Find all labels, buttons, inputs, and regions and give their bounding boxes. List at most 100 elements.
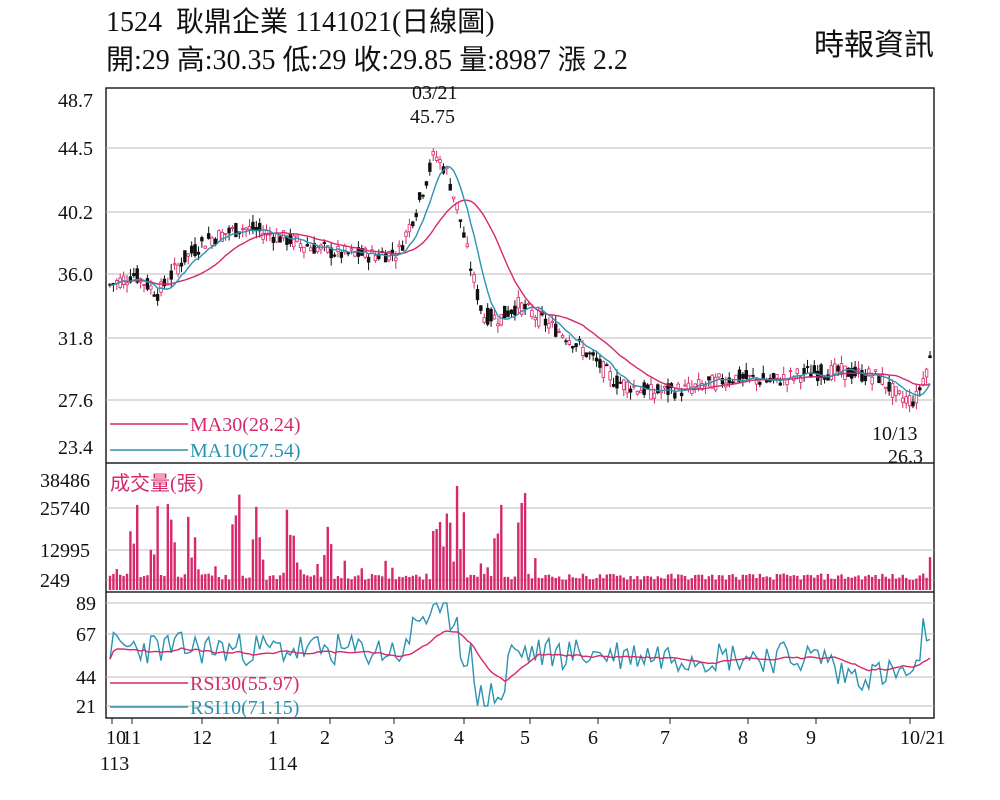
volume-bar (384, 560, 387, 590)
candle-body (149, 285, 153, 290)
candle-body (278, 236, 282, 243)
volume-bar (632, 579, 636, 590)
volume-bar (333, 578, 336, 590)
candle-body (251, 221, 255, 232)
volume-bar (915, 578, 918, 590)
candle-body (547, 323, 551, 329)
candle-body (928, 355, 932, 359)
volume-bar (408, 577, 411, 590)
volume-bar (670, 573, 673, 590)
candle-body (887, 381, 891, 392)
candle-body (894, 386, 898, 396)
volume-bar (704, 579, 707, 590)
candle-body (696, 379, 701, 389)
candle-body (172, 263, 177, 266)
volume-bar (751, 574, 755, 590)
volume-bar (728, 575, 731, 590)
candle-body (421, 194, 425, 197)
volume-bar (904, 577, 908, 590)
volume-bar (401, 577, 404, 590)
candle-body (332, 254, 337, 257)
candle-body (836, 365, 840, 372)
x-tick-label: 6 (588, 727, 598, 749)
candle-body (611, 384, 616, 387)
volume-bar (380, 576, 384, 590)
candle-body (373, 255, 378, 261)
candle-body (700, 383, 704, 391)
candle-body (169, 270, 173, 280)
volume-bar (717, 575, 721, 590)
volume-bar (261, 559, 265, 590)
volume-bar (241, 575, 244, 590)
year-label: 114 (268, 753, 297, 775)
volume-tick-label: 12995 (40, 540, 90, 562)
candle-body (203, 245, 207, 249)
legend-label: RSI30(55.97) (190, 673, 299, 695)
volume-bar (214, 566, 217, 590)
x-tick-label: 8 (738, 727, 748, 749)
candle-body (489, 308, 493, 322)
volume-bar (251, 539, 255, 590)
volume-bar (734, 576, 738, 590)
candle-body (428, 162, 432, 172)
price-tick-label: 40.2 (58, 202, 93, 224)
volume-bar (724, 579, 728, 590)
volume-bar (139, 577, 142, 590)
volume-bar (857, 575, 860, 590)
candle-body (802, 368, 806, 375)
volume-bar (142, 576, 146, 590)
rsi30-line (109, 630, 931, 683)
candle-body (247, 226, 252, 230)
volume-bar (503, 576, 506, 590)
volume-bar (268, 575, 272, 590)
volume-bar (217, 577, 221, 590)
candle-body (394, 257, 398, 262)
candle-body (799, 376, 803, 383)
candle-body (775, 374, 779, 379)
candle-body (645, 384, 650, 389)
volume-bar (571, 577, 574, 590)
volume-bar (489, 576, 493, 590)
candle-body (475, 289, 480, 301)
volume-bar (319, 576, 323, 590)
candle-body (315, 247, 320, 253)
volume-bar (125, 573, 129, 590)
candle-body (870, 376, 874, 385)
volume-bar (762, 576, 765, 590)
volume-bar (639, 579, 642, 590)
volume-bar (435, 529, 438, 590)
volume-bar (911, 579, 915, 590)
candle-body (530, 310, 534, 318)
candle-body (210, 237, 214, 246)
volume-bar (129, 531, 132, 590)
volume-bar (622, 577, 625, 590)
volume-bar (864, 576, 867, 590)
volume-tick-label: 25740 (40, 498, 90, 520)
candle-body (377, 253, 381, 260)
chart-frame (105, 87, 935, 719)
volume-bar (891, 574, 894, 590)
candle-body (880, 374, 885, 385)
volume-bar (534, 558, 537, 590)
volume-bar (367, 578, 370, 590)
volume-bar (690, 578, 694, 590)
candle-body (771, 373, 776, 379)
candle-body (860, 369, 864, 382)
volume-bar (840, 574, 843, 590)
volume-bar (608, 573, 612, 590)
volume-bar (459, 549, 462, 590)
volume-bar (173, 542, 176, 590)
volume-bar (207, 573, 210, 590)
candle-body (506, 310, 510, 317)
volume-bar (496, 533, 500, 590)
volume-bar (673, 578, 677, 590)
candle-body (598, 359, 602, 368)
candle-body (608, 371, 612, 381)
volume-bar (768, 577, 772, 590)
volume-bar (520, 502, 523, 590)
volume-bar (642, 576, 646, 590)
volume-bar (789, 576, 792, 590)
volume-bar (694, 575, 697, 590)
volume-bar (513, 576, 517, 590)
volume-bar (537, 577, 540, 590)
